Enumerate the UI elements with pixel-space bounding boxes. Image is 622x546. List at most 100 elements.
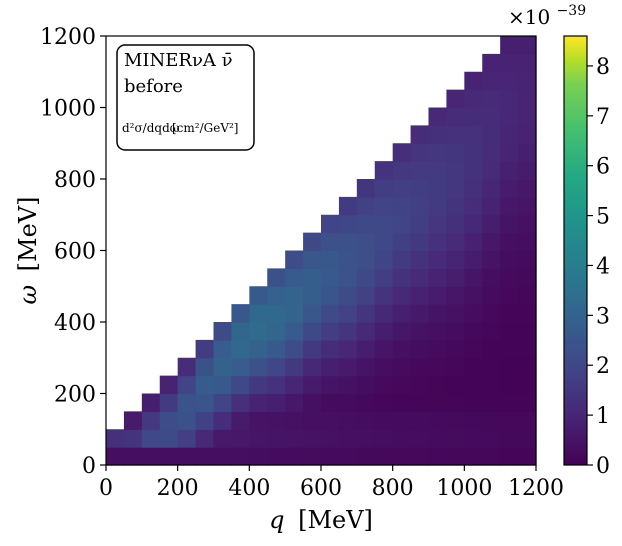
heatmap-cell [464, 375, 483, 395]
heatmap-cell [464, 161, 483, 180]
heatmap-cell [518, 250, 537, 269]
heatmap-cell [500, 214, 519, 234]
heatmap-cell [518, 232, 537, 252]
heatmap-cell [195, 339, 215, 359]
heatmap-cell [428, 268, 448, 287]
heatmap-cell [500, 250, 519, 269]
heatmap-cell [159, 375, 179, 395]
heatmap-cell [321, 214, 340, 234]
heatmap-cell [446, 322, 465, 341]
heatmap-cell [231, 322, 250, 341]
heatmap-cell [303, 268, 322, 287]
heatmap-cell [392, 232, 412, 252]
heatmap-cell [500, 411, 519, 430]
heatmap-cell [482, 196, 501, 216]
heatmap-cell [159, 429, 179, 448]
heatmap-cell [446, 429, 465, 448]
heatmap-cell [374, 232, 394, 252]
heatmap-cell [392, 196, 412, 216]
heatmap-cell [321, 393, 340, 412]
heatmap-cell [159, 447, 179, 466]
heatmap-cell [338, 393, 358, 412]
heatmap-cell [106, 429, 125, 448]
heatmap-cell [410, 214, 430, 234]
heatmap-cell [392, 179, 412, 198]
heatmap-cell [338, 286, 358, 305]
x-tick-label: 0 [99, 476, 113, 501]
y-axis-unit: [MeV] [14, 196, 42, 271]
heatmap-cell [303, 357, 322, 377]
heatmap-cell [482, 143, 501, 162]
heatmap-cell [518, 179, 537, 198]
heatmap-cell [249, 447, 268, 466]
heatmap-cell [428, 161, 448, 180]
heatmap-cell [392, 268, 412, 287]
colorbar-tick-label: 3 [596, 304, 610, 329]
y-tick-label: 600 [54, 240, 96, 265]
heatmap-cell [374, 375, 394, 395]
heatmap-cell [482, 125, 501, 144]
heatmap-cell [410, 429, 430, 448]
heatmap-cell [159, 411, 179, 430]
colorbar-tick-label: 5 [596, 205, 610, 230]
x-tick-label: 800 [372, 476, 414, 501]
heatmap-cell [428, 322, 448, 341]
heatmap-cell [464, 107, 483, 126]
heatmap-cell [482, 89, 501, 109]
heatmap-cell [285, 250, 304, 269]
colorbar-multiplier: ×10 −39 [508, 3, 586, 29]
heatmap-cell [518, 214, 537, 234]
heatmap-cell [195, 429, 215, 448]
heatmap-cell [410, 447, 430, 466]
heatmap-cell [410, 375, 430, 395]
heatmap-cell [338, 196, 358, 216]
heatmap-cell [464, 411, 483, 430]
heatmap-cell [392, 357, 412, 377]
heatmap-cell [446, 89, 465, 109]
heatmap-cell [410, 286, 430, 305]
heatmap-cell [518, 447, 537, 466]
heatmap-cell [518, 357, 537, 377]
heatmap-cell [500, 71, 519, 91]
heatmap-cell [374, 268, 394, 287]
heatmap-cell [482, 71, 501, 91]
heatmap-cell [231, 357, 250, 377]
legend-line-3-unit: [cm²/GeV²] [172, 121, 238, 135]
heatmap-cell [231, 393, 250, 412]
heatmap-cell [446, 107, 465, 126]
y-tick-label: 1000 [40, 97, 96, 122]
heatmap-cell [446, 214, 465, 234]
heatmap-cell [518, 304, 537, 323]
heatmap-cell [446, 196, 465, 216]
heatmap-cell [285, 447, 304, 466]
heatmap-cell [303, 411, 322, 430]
heatmap-cell [303, 393, 322, 412]
heatmap-cell [285, 268, 304, 287]
heatmap-cell [500, 232, 519, 252]
heatmap-cell [464, 286, 483, 305]
y-tick-label: 0 [82, 454, 96, 479]
heatmap-cell [500, 36, 519, 55]
heatmap-cell [356, 375, 376, 395]
heatmap-cell [500, 196, 519, 216]
heatmap-cell [482, 375, 501, 395]
heatmap-cell [285, 339, 304, 359]
heatmap-cell [249, 429, 268, 448]
colorbar-multiplier-exponent: −39 [557, 3, 587, 19]
heatmap-cell [446, 286, 465, 305]
heatmap-cell [518, 161, 537, 180]
heatmap-cell [338, 304, 358, 323]
heatmap-cell [428, 250, 448, 269]
heatmap-cell [267, 286, 286, 305]
heatmap-cell [464, 143, 483, 162]
heatmap-cell [482, 447, 501, 466]
y-axis-symbol: ω [14, 285, 42, 305]
heatmap-cell [321, 250, 340, 269]
x-tick-label: 1200 [508, 476, 564, 501]
heatmap-cell [249, 304, 268, 323]
heatmap-cell [141, 447, 161, 466]
heatmap-cell [321, 447, 340, 466]
heatmap-cell [464, 250, 483, 269]
heatmap-cell [464, 71, 483, 91]
